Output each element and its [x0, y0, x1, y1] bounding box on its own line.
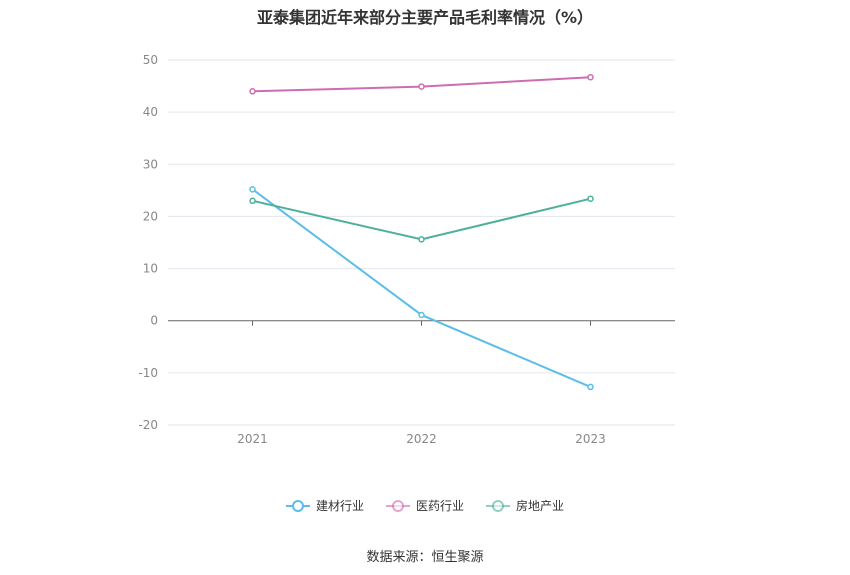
legend-item[interactable]: 医药行业	[385, 497, 464, 514]
y-tick-label: 40	[143, 105, 158, 119]
y-tick-label: 0	[150, 314, 158, 328]
legend-item[interactable]: 建材行业	[285, 497, 364, 514]
x-tick-label: 2023	[575, 432, 606, 446]
y-tick-label: 20	[143, 209, 158, 223]
legend: 建材行业 医药行业 房地产业	[0, 497, 850, 514]
data-point	[418, 83, 425, 90]
legend-label: 医药行业	[415, 499, 464, 513]
legend-label: 建材行业	[315, 499, 364, 513]
y-tick-label: -20	[138, 418, 158, 432]
series-line	[251, 188, 591, 388]
legend-swatch-icon	[385, 499, 410, 512]
data-point	[249, 88, 256, 95]
y-tick-label: 50	[143, 53, 158, 67]
data-point	[418, 236, 425, 243]
y-tick-label: 10	[143, 262, 158, 276]
chart-title: 亚泰集团近年来部分主要产品毛利率情况（%）	[256, 8, 594, 27]
data-point	[587, 73, 594, 81]
series-line	[252, 197, 591, 241]
y-tick-label: -10	[138, 366, 158, 380]
x-tick-label: 2022	[406, 432, 437, 446]
legend-label: 房地产业	[516, 499, 565, 513]
y-tick-label: 30	[143, 157, 158, 171]
source-note: 数据来源：恒生聚源	[366, 550, 484, 565]
data-point	[418, 311, 425, 319]
data-point	[249, 197, 256, 205]
legend-swatch-icon	[486, 499, 510, 512]
x-tick-label: 2021	[237, 432, 268, 446]
legend-swatch-icon	[285, 499, 310, 512]
data-point	[587, 383, 594, 391]
data-point	[587, 195, 594, 202]
legend-item[interactable]: 房地产业	[486, 497, 564, 514]
data-point	[249, 186, 256, 193]
